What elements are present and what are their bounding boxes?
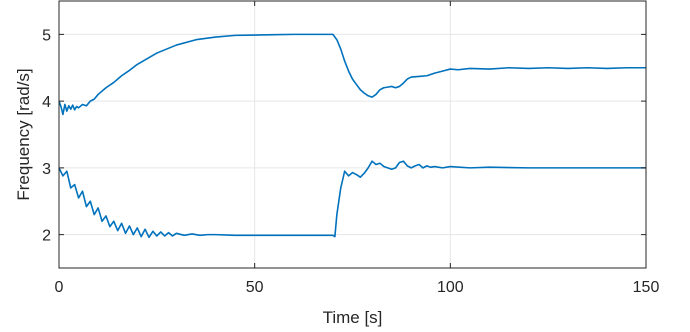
y-tick-label: 4 — [42, 94, 51, 111]
x-axis-label: Time [s] — [323, 308, 383, 327]
plot-frame — [58, 0, 647, 269]
series-line-1 — [58, 33, 646, 116]
y-tick-label: 2 — [42, 228, 51, 245]
grid-lines — [59, 1, 646, 268]
series-line-2 — [58, 160, 646, 239]
x-tick-label: 100 — [437, 279, 464, 296]
x-tick-label: 50 — [246, 279, 264, 296]
y-axis-label: Frequency [rad/s] — [14, 68, 33, 200]
tick-labels: 0 50 100 150 2 3 4 5 — [42, 27, 659, 296]
y-tick-label: 3 — [42, 161, 51, 178]
series-layer — [58, 33, 646, 239]
y-tick-label: 5 — [42, 27, 51, 44]
axis-ticks — [58, 1, 647, 268]
x-tick-label: 0 — [55, 279, 64, 296]
x-tick-label: 150 — [633, 279, 660, 296]
